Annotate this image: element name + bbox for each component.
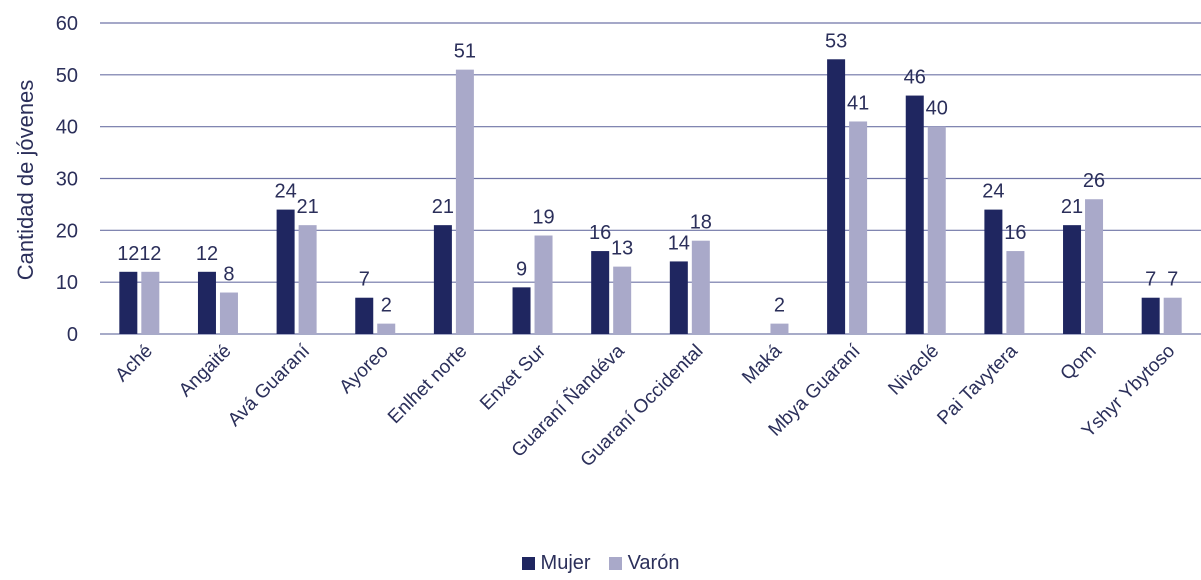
data-label-varón-8: 2 [774, 295, 785, 317]
bar-varón-12 [1085, 199, 1104, 334]
legend: Mujer Varón [0, 552, 1201, 575]
legend-swatch-mujer [521, 557, 535, 570]
bar-varón-13 [1163, 297, 1182, 334]
bar-mujer-12 [1063, 225, 1082, 334]
data-label-mujer-5: 9 [516, 258, 527, 280]
data-label-mujer-0: 12 [117, 243, 139, 265]
data-label-mujer-11: 24 [982, 181, 1004, 203]
data-label-varón-1: 8 [223, 264, 234, 286]
bar-varón-3 [377, 323, 396, 334]
x-tick-label-0: Aché [111, 341, 156, 386]
data-label-varón-9: 41 [847, 92, 869, 114]
data-label-mujer-12: 21 [1061, 196, 1083, 218]
bar-mujer-5 [512, 287, 531, 334]
bar-mujer-9 [827, 59, 846, 335]
data-label-varón-10: 40 [926, 98, 948, 120]
data-label-varón-12: 26 [1083, 170, 1105, 192]
y-axis-ticks: 0 10 20 30 40 50 60 [56, 13, 78, 346]
y-axis-label: Cantidad de jóvenes [13, 80, 38, 281]
x-tick-label-4: Enlhet norte [384, 341, 471, 428]
data-label-mujer-10: 46 [904, 67, 926, 89]
data-label-varón-2: 21 [296, 196, 318, 218]
y-tick-label-10: 10 [56, 272, 78, 294]
data-label-varón-6: 13 [611, 238, 633, 260]
data-label-mujer-2: 24 [274, 181, 296, 203]
data-label-mujer-4: 21 [432, 196, 454, 218]
y-tick-label-30: 30 [56, 169, 78, 191]
y-tick-label-60: 60 [56, 13, 78, 35]
bar-varón-1 [219, 292, 238, 334]
data-label-varón-5: 19 [532, 207, 554, 229]
gridlines [100, 22, 1201, 335]
legend-label-varon: Varón [627, 552, 680, 574]
bar-mujer-10 [905, 95, 924, 334]
y-tick-label-0: 0 [67, 324, 78, 346]
bar-mujer-7 [669, 261, 688, 334]
bar-mujer-11 [984, 209, 1003, 334]
data-label-varón-7: 18 [690, 212, 712, 234]
bar-varón-10 [927, 126, 946, 335]
data-label-mujer-3: 7 [359, 269, 370, 291]
bar-varón-4 [455, 69, 474, 335]
legend-item-mujer: Mujer [521, 552, 591, 575]
data-label-mujer-9: 53 [825, 30, 847, 52]
data-label-mujer-13: 7 [1145, 269, 1156, 291]
bar-mujer-6 [591, 251, 610, 334]
bar-varón-7 [691, 240, 710, 334]
bar-mujer-0 [119, 271, 138, 334]
data-label-varón-11: 16 [1004, 222, 1026, 244]
data-label-mujer-7: 14 [668, 232, 690, 254]
bar-varón-2 [298, 225, 317, 334]
x-tick-label-8: Maká [738, 340, 786, 388]
data-label-varón-13: 7 [1167, 269, 1178, 291]
x-tick-label-10: Nivaclé [884, 341, 943, 400]
bar-mujer-13 [1141, 297, 1160, 334]
y-tick-label-40: 40 [56, 117, 78, 139]
x-tick-label-12: Qom [1057, 341, 1101, 385]
data-label-mujer-6: 16 [589, 222, 611, 244]
bars [119, 59, 1182, 335]
data-label-varón-3: 2 [381, 295, 392, 317]
legend-label-mujer: Mujer [540, 552, 591, 574]
bar-varón-8 [770, 323, 789, 334]
data-label-mujer-1: 12 [196, 243, 218, 265]
x-tick-label-3: Ayoreo [336, 341, 393, 398]
bar-varón-0 [141, 271, 160, 334]
bar-mujer-2 [276, 209, 295, 334]
x-tick-label-5: Enxet Sur [476, 340, 550, 414]
x-tick-label-1: Angaité [175, 341, 235, 401]
bar-varón-9 [849, 121, 868, 334]
bar-mujer-4 [433, 225, 452, 334]
bar-mujer-1 [197, 271, 216, 334]
legend-item-varon: Varón [608, 552, 680, 575]
x-tick-label-11: Pai Tavytera [933, 340, 1022, 429]
y-tick-label-50: 50 [56, 65, 78, 87]
bar-varón-5 [534, 235, 553, 334]
bar-varón-6 [613, 266, 632, 334]
data-label-varón-0: 12 [139, 243, 161, 265]
y-tick-label-20: 20 [56, 220, 78, 242]
bar-varón-11 [1006, 251, 1025, 334]
x-tick-label-2: Avá Guaraní [224, 340, 315, 431]
data-label-varón-4: 51 [454, 41, 476, 63]
legend-swatch-varon [608, 557, 622, 570]
bar-mujer-3 [355, 297, 374, 334]
